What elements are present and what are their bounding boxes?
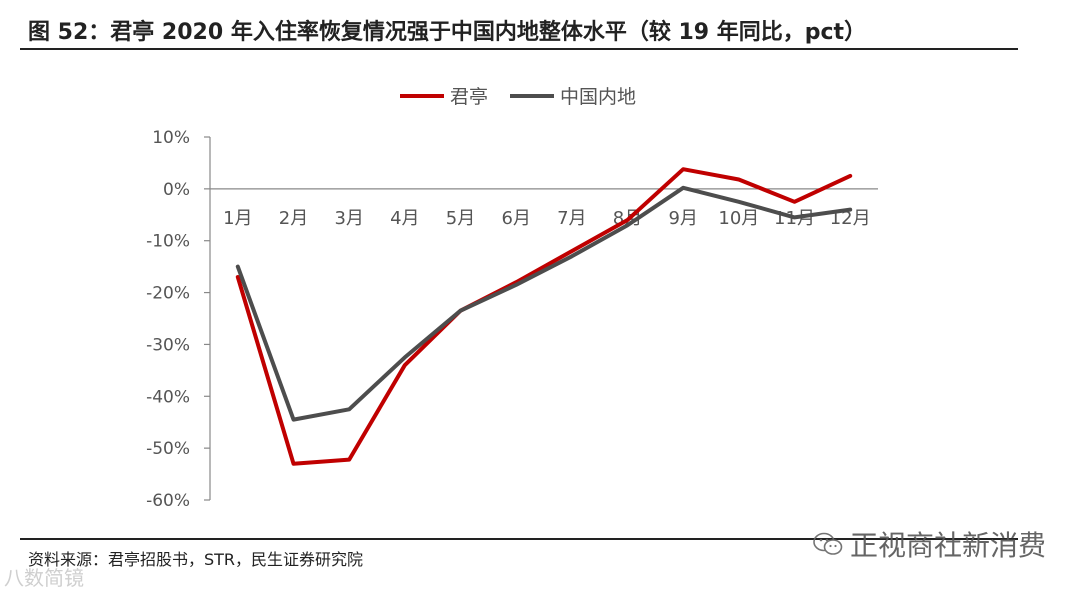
x-tick-label: 9月 — [668, 208, 697, 229]
watermark-left: 八数简镜 — [4, 566, 84, 590]
x-tick-label: 3月 — [334, 208, 363, 229]
y-tick-label: -40% — [146, 387, 190, 407]
source-note: 资料来源：君亭招股书，STR，民生证券研究院 — [28, 550, 364, 569]
x-tick-label: 1月 — [223, 208, 252, 229]
y-tick-label: -10% — [146, 232, 190, 252]
y-axis: 10% 0% -10% -20% -30% -40% -50% -60% — [146, 128, 211, 511]
y-tick-label: -20% — [146, 284, 190, 304]
source-rule — [20, 538, 1018, 540]
figure-title: 图 52：君亭 2020 年入住率恢复情况强于中国内地整体水平（较 19 年同比… — [28, 20, 867, 45]
x-tick-label: 5月 — [446, 208, 475, 229]
x-axis: 1月 2月 3月 4月 5月 6月 7月 8月 9月 10月 11月 12月 — [210, 188, 878, 229]
x-tick-label: 2月 — [279, 208, 308, 229]
series-line-0 — [235, 167, 853, 466]
y-tick-label: -60% — [146, 491, 190, 511]
x-tick-label: 12月 — [830, 208, 871, 229]
watermark-text: 正视商社新消费 — [849, 529, 1046, 562]
legend-label: 中国内地 — [560, 86, 636, 108]
x-tick-label: 6月 — [501, 208, 530, 229]
y-tick-label: -30% — [146, 335, 190, 355]
legend-label: 君亭 — [450, 86, 488, 108]
y-tick-label: -50% — [146, 439, 190, 459]
chart-legend: 君亭 中国内地 — [400, 86, 636, 108]
x-tick-label: 4月 — [390, 208, 419, 229]
wechat-icon — [813, 532, 843, 555]
watermark: 正视商社新消费 — [812, 524, 1046, 564]
series-line-1 — [235, 185, 853, 422]
x-tick-label: 7月 — [557, 208, 586, 229]
series-lines — [235, 167, 853, 466]
y-tick-label: 10% — [152, 128, 190, 148]
title-rule — [20, 48, 1018, 50]
y-tick-label: 0% — [163, 180, 190, 200]
x-tick-label: 10月 — [718, 208, 759, 229]
